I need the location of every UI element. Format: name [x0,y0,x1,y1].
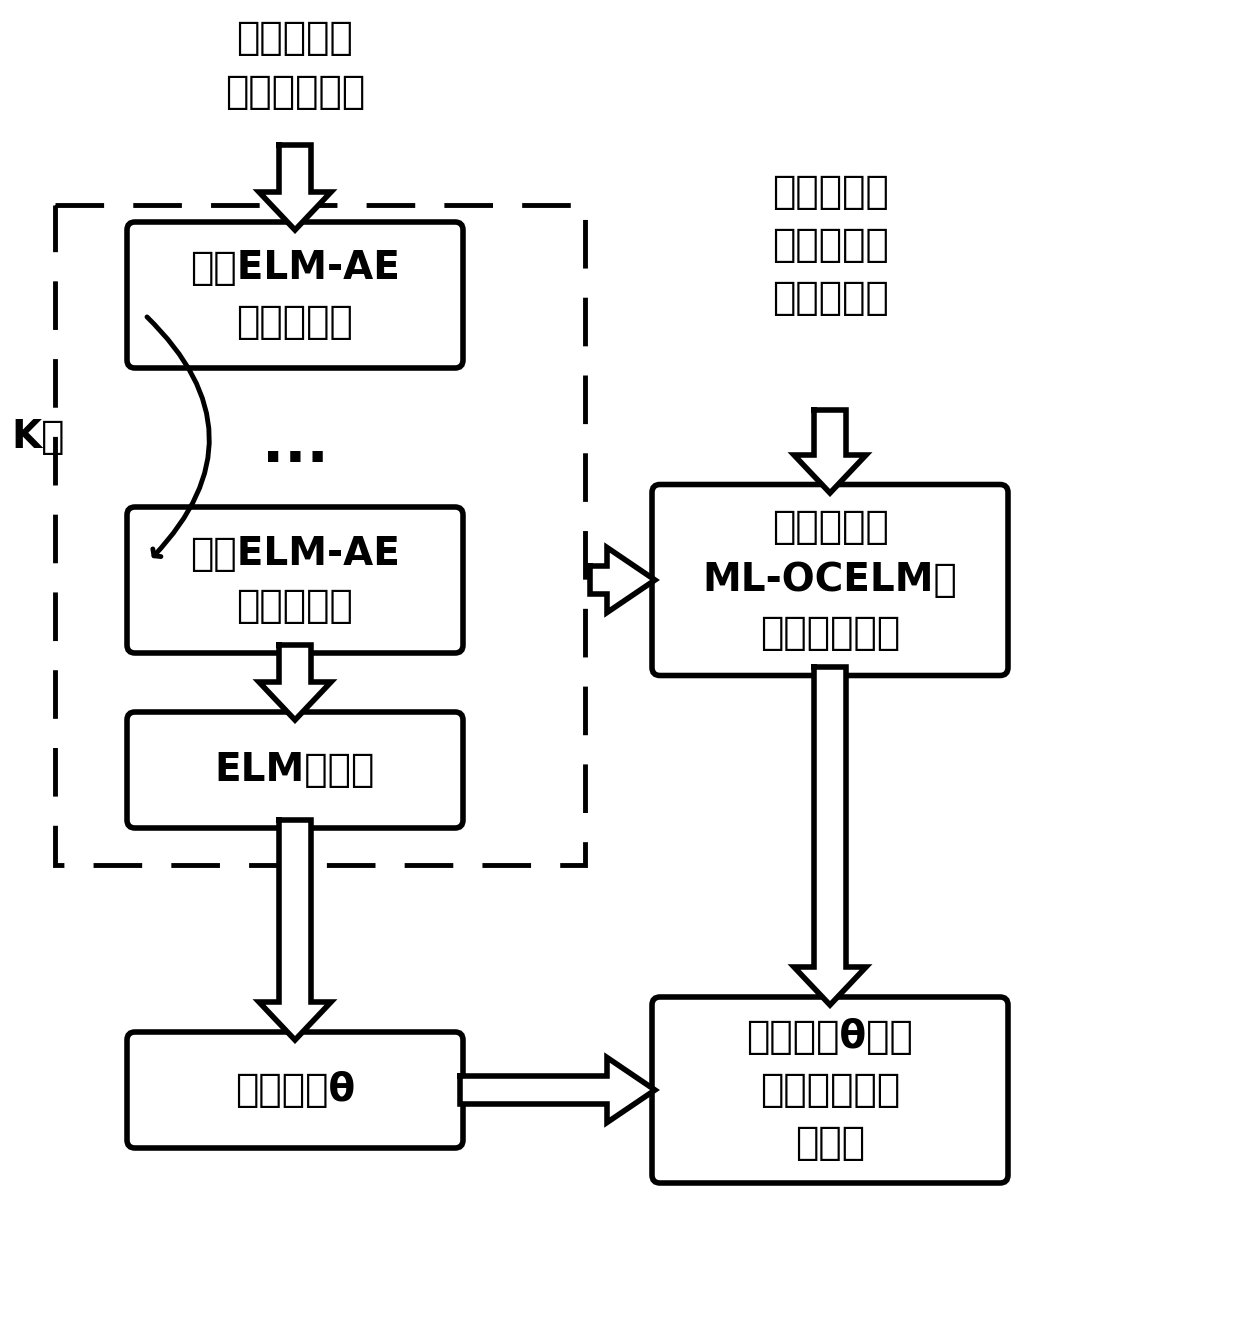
FancyBboxPatch shape [126,222,463,368]
Text: 基于ELM-AE
的特征提取: 基于ELM-AE 的特征提取 [190,534,401,626]
Text: 根据阈值θ区分
得到异常类和
正常类: 根据阈值θ区分 得到异常类和 正常类 [746,1017,914,1162]
Polygon shape [460,1057,655,1122]
Polygon shape [794,667,866,1005]
FancyBboxPatch shape [126,1032,463,1148]
Text: ELM分类层: ELM分类层 [215,751,376,789]
Text: K个: K个 [11,418,64,456]
Polygon shape [259,146,331,230]
Polygon shape [794,410,866,493]
Text: 训练数据集
（仅目标类）: 训练数据集 （仅目标类） [224,20,365,111]
Polygon shape [259,646,331,720]
FancyBboxPatch shape [652,484,1008,676]
Polygon shape [259,820,331,1040]
FancyBboxPatch shape [652,998,1008,1183]
Text: 已训练好的
ML-OCELM异
常检测分类器: 已训练好的 ML-OCELM异 常检测分类器 [703,508,957,652]
FancyBboxPatch shape [126,712,463,828]
Text: 确定阈值θ: 确定阈值θ [234,1072,355,1109]
Text: ···: ··· [262,431,329,488]
Polygon shape [590,548,655,613]
Text: 测试数据集
（含目标类
和异常类）: 测试数据集 （含目标类 和异常类） [771,173,888,318]
FancyBboxPatch shape [126,507,463,654]
Text: 基于ELM-AE
的特征提取: 基于ELM-AE 的特征提取 [190,250,401,340]
